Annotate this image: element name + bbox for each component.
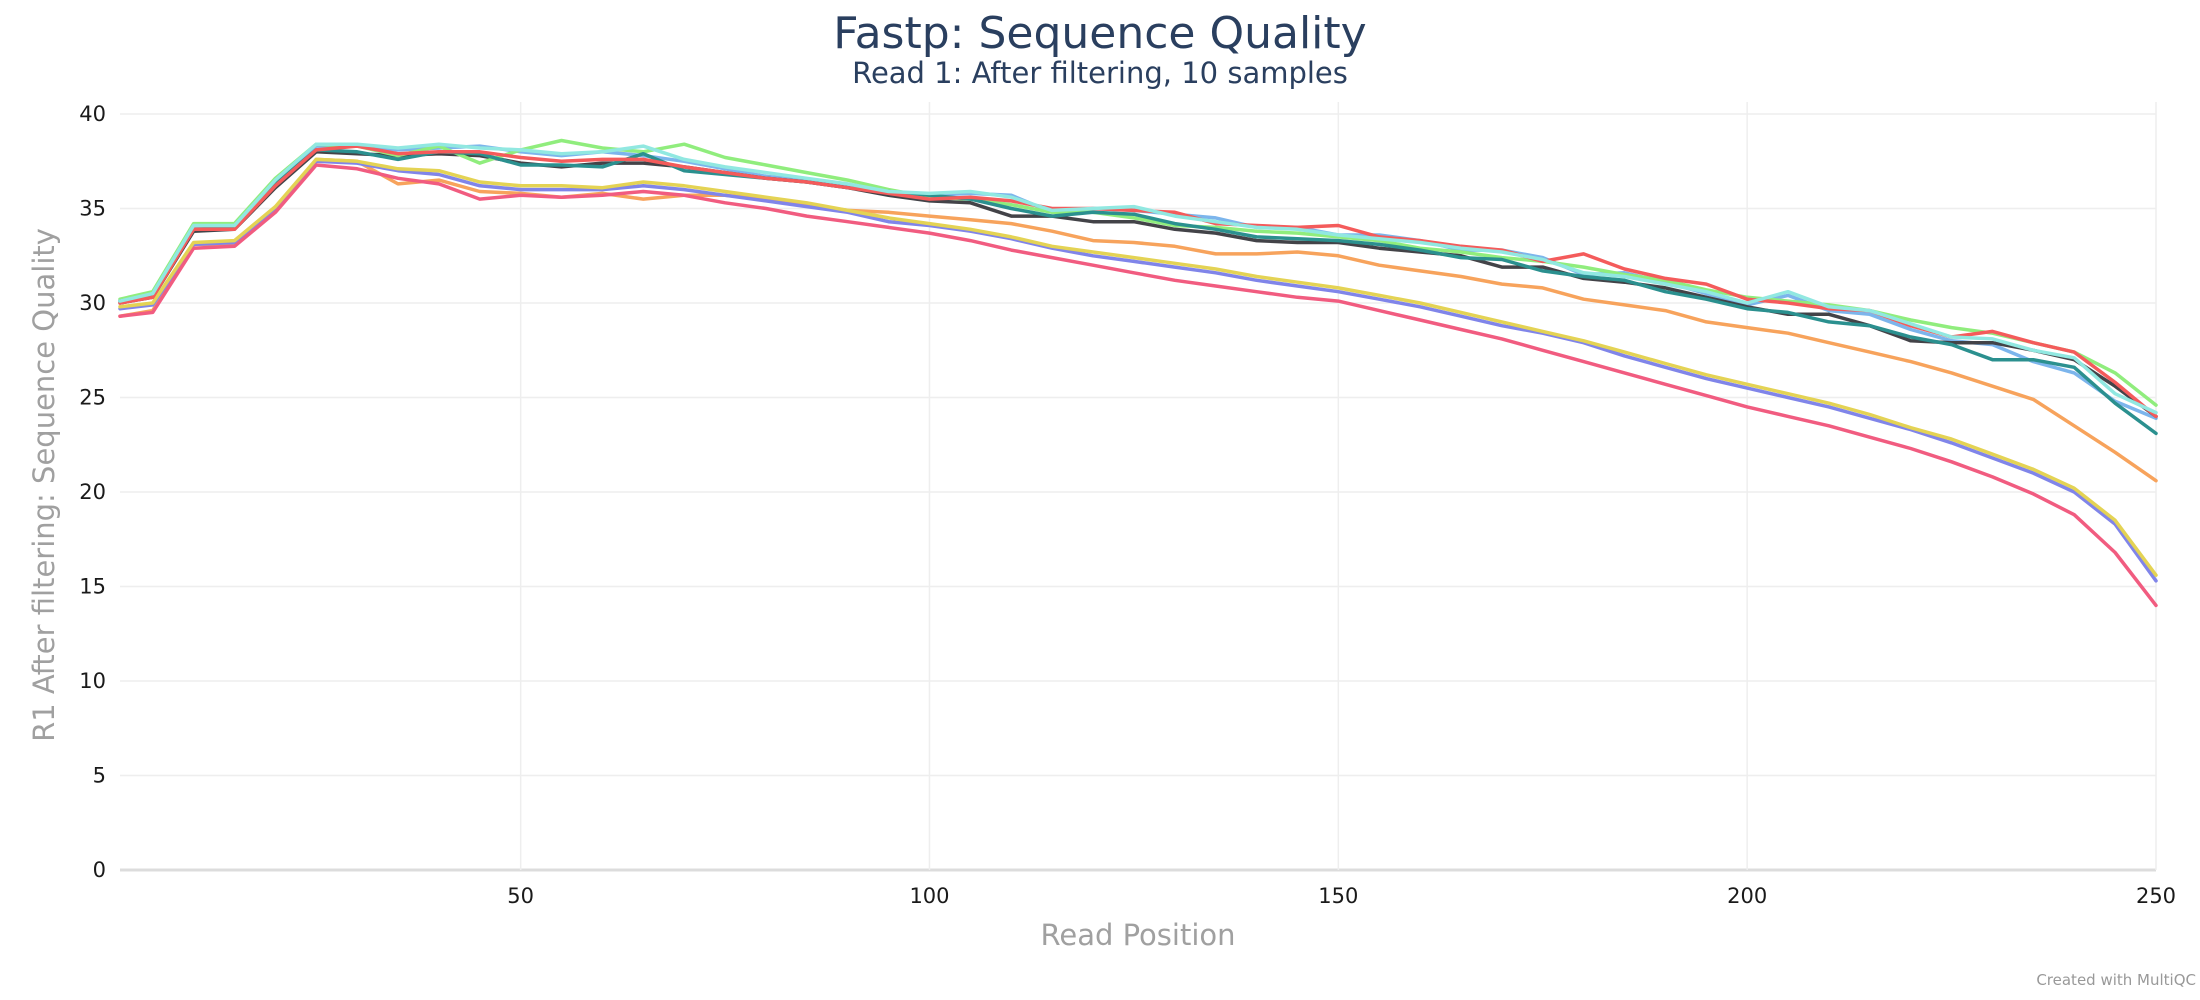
- y-tick-label: 40: [79, 102, 106, 126]
- chart-credit: Created with MultiQC: [2036, 971, 2196, 989]
- y-axis-title: R1 After filtering: Sequence Quality: [27, 228, 61, 742]
- y-tick-label: 10: [79, 669, 106, 693]
- x-tick-label: 50: [507, 884, 534, 908]
- series-line-1[interactable]: [118, 144, 2158, 421]
- y-tick-label: 25: [79, 386, 106, 410]
- chart-subtitle: Read 1: After filtering, 10 samples: [852, 56, 1348, 90]
- chart-title: Fastp: Sequence Quality: [833, 8, 1367, 59]
- series-line-8[interactable]: [118, 148, 2158, 436]
- series-line-9[interactable]: [118, 144, 2158, 419]
- y-tick-label: 5: [93, 764, 106, 788]
- x-tick-label: 150: [1318, 884, 1358, 908]
- y-tick-label: 15: [79, 575, 106, 599]
- y-tick-label: 30: [79, 291, 106, 315]
- x-tick-label: 250: [2136, 884, 2176, 908]
- series-line-2[interactable]: [118, 150, 2158, 419]
- y-tick-label: 35: [79, 197, 106, 221]
- series-line-5[interactable]: [118, 159, 2158, 583]
- x-tick-label: 100: [909, 884, 949, 908]
- x-axis-title: Read Position: [1041, 918, 1236, 952]
- series-line-6[interactable]: [118, 163, 2158, 608]
- x-tick-label: 200: [1727, 884, 1767, 908]
- y-tick-label: 20: [79, 480, 106, 504]
- series-line-7[interactable]: [118, 157, 2158, 577]
- y-tick-label: 0: [93, 858, 106, 882]
- series-line-10[interactable]: [118, 142, 2158, 415]
- series-line-4[interactable]: [118, 157, 2158, 483]
